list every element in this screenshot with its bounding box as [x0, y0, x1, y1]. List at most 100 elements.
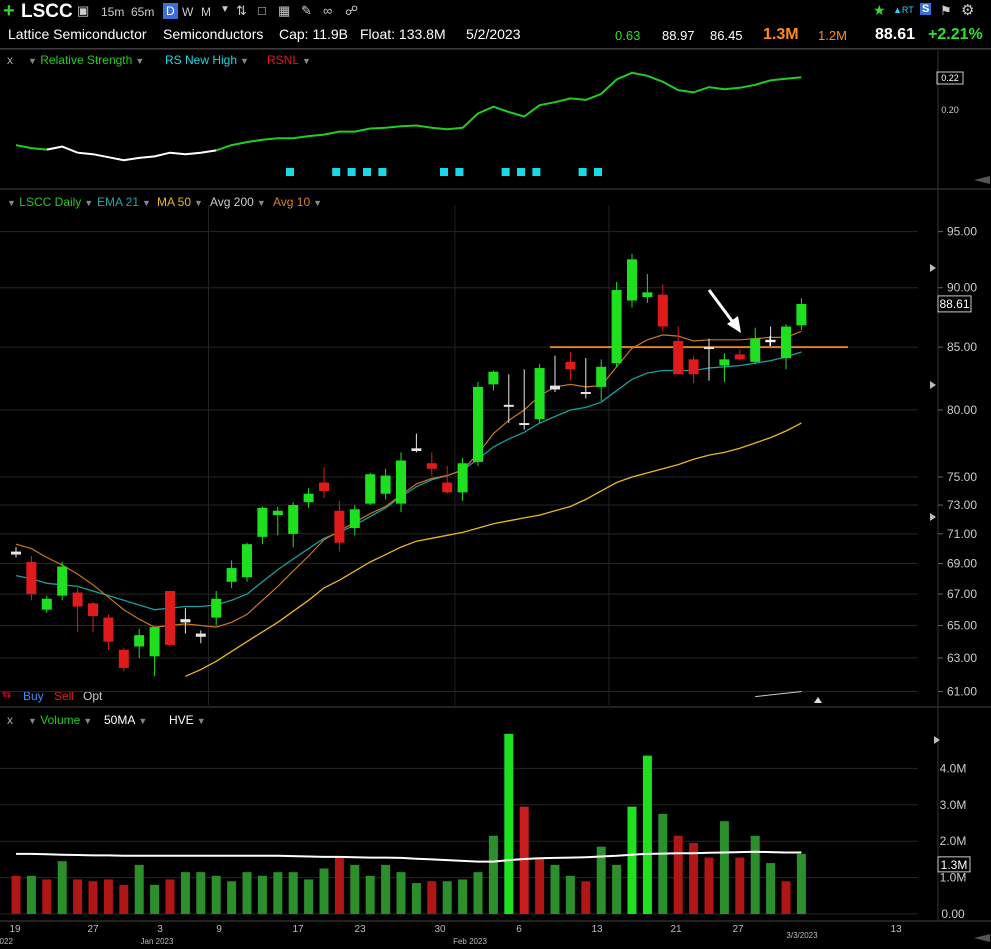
interval-monthly[interactable]: M [201, 5, 211, 19]
candle-body [349, 509, 360, 529]
draw-pencil-icon[interactable]: ✎ [301, 3, 312, 18]
volume-bar [57, 861, 67, 914]
volume-bar [211, 875, 221, 914]
candle-body [211, 598, 222, 618]
volume-bar [411, 883, 421, 914]
relative-strength-panel [15, 71, 802, 176]
candle-body [781, 326, 791, 359]
x-axis-label: 13 [890, 924, 902, 935]
rsnl-label: RSNL [267, 53, 300, 67]
ema21-dropdown[interactable]: EMA 21 ▼ [97, 195, 151, 209]
interval-weekly[interactable]: W [182, 5, 194, 19]
volume-ma-line [16, 850, 802, 863]
order-buttons: ⇆ Buy Sell Opt [0, 688, 991, 704]
rs-panel-header: x ▼ Relative Strength ▼ RS New High ▼ RSNL… [0, 50, 991, 70]
volume-bar [365, 875, 375, 914]
volume-bar [73, 879, 83, 914]
interval-daily[interactable]: D [163, 3, 178, 19]
candle-body [396, 460, 406, 504]
price-series-dropdown[interactable]: ▼ LSCC Daily ▼ [7, 195, 94, 209]
x-axis-label: 27 [87, 924, 99, 935]
volume-bar [766, 863, 776, 914]
add-symbol-icon[interactable]: + [3, 0, 15, 22]
rs-new-high-marker [332, 168, 341, 176]
volume-bar [642, 755, 652, 914]
hve-dropdown[interactable]: HVE ▼ [169, 713, 206, 727]
ma50-dropdown[interactable]: MA 50 ▼ [157, 195, 203, 209]
rs-line-lagging [46, 145, 217, 162]
volume-bar [704, 857, 714, 914]
sell-button[interactable]: Sell [54, 689, 75, 703]
gridlines [0, 205, 918, 915]
rs-new-high-marker [501, 168, 510, 176]
candle-body [411, 448, 422, 452]
avg10-dropdown[interactable]: Avg 10 ▼ [273, 195, 323, 209]
volume-bar [227, 881, 237, 914]
rs-indicator-dropdown[interactable]: ▼ Relative Strength ▼ [28, 53, 145, 67]
candle-body [457, 463, 468, 493]
top-toolbar: + LSCC ▣ 15m 65m D W M ▼ ⇅ □ ▦ ✎ ∞ ☍ ★ ▲… [0, 0, 991, 24]
day-high: 88.97 [662, 28, 695, 43]
candle-body [380, 475, 391, 494]
candle-body [72, 592, 83, 607]
buy-button[interactable]: Buy [23, 689, 44, 703]
favorite-star-icon[interactable]: ★ [873, 2, 886, 18]
settings-gear-icon[interactable]: ⚙ [961, 2, 975, 19]
candle-body [41, 598, 52, 610]
link-icon[interactable]: ∞ [323, 3, 333, 18]
last-price-label: 88.61 [939, 297, 969, 311]
symbol-ticker[interactable]: LSCC [21, 1, 73, 22]
candle-body [488, 371, 499, 385]
calculator-icon[interactable]: ▦ [278, 3, 291, 18]
candle-body [272, 510, 283, 516]
volume-bar [565, 875, 575, 914]
realtime-icon[interactable]: ▲RT [893, 5, 914, 15]
candle-body [149, 627, 160, 657]
volume-dropdown[interactable]: ▼ Volume ▼ [28, 713, 93, 727]
volume-axis-tick: 3.0M [940, 798, 967, 812]
candle-body [257, 507, 268, 537]
volume-bar [396, 872, 406, 914]
rs-new-high-marker [347, 168, 356, 176]
options-button[interactable]: Opt [83, 689, 103, 703]
screen-icon[interactable]: S [920, 3, 932, 15]
overlay-icon[interactable]: ⇅ [236, 3, 247, 18]
volume-bar [550, 864, 560, 914]
rsnl-dropdown[interactable]: RSNL ▼ [267, 53, 311, 67]
x-axis-label: 23 [354, 924, 366, 935]
volume-bar [350, 864, 360, 914]
window-icon[interactable]: □ [258, 3, 266, 18]
candle-body [288, 505, 299, 534]
realtime-label: RT [901, 5, 914, 15]
interval-15m[interactable]: 15m [101, 5, 125, 19]
volume-bar [596, 846, 606, 914]
market-cap: Cap: 11.9B [279, 26, 349, 42]
volume-bar [750, 835, 760, 914]
candle-body [195, 633, 206, 637]
interval-dropdown-icon[interactable]: ▼ [220, 4, 230, 15]
share-icon[interactable]: ☍ [345, 3, 359, 18]
volume-bar [673, 835, 683, 914]
axes: 95.0090.0085.0080.0075.0073.0071.0069.00… [0, 48, 991, 946]
volume-bar [165, 879, 175, 914]
avg200-dropdown[interactable]: Avg 200 ▼ [210, 195, 266, 209]
rs-new-high-marker [578, 168, 587, 176]
volume-bar [535, 857, 545, 914]
interval-65m[interactable]: 65m [131, 5, 155, 19]
volume-label: Volume [40, 713, 81, 727]
rs-panel-close[interactable]: x [7, 53, 13, 67]
x-axis-label: 27 [732, 924, 744, 935]
chart-style-icon[interactable]: ▣ [77, 3, 90, 18]
volume-bar [273, 872, 283, 914]
volume-panel-close[interactable]: x [7, 713, 13, 727]
flag-icon[interactable]: ⚑ [940, 3, 952, 18]
x-axis-label: Feb 2023 [453, 937, 487, 946]
candle-body [611, 290, 622, 364]
ema21-label: EMA 21 [97, 195, 140, 209]
order-icon[interactable]: ⇆ [2, 689, 12, 701]
rs-new-high-dropdown[interactable]: RS New High ▼ [165, 53, 249, 67]
average-volume: 1.2M [818, 28, 847, 43]
volume-ma-dropdown[interactable]: 50MA ▼ [104, 713, 148, 727]
price-panel [11, 253, 848, 698]
